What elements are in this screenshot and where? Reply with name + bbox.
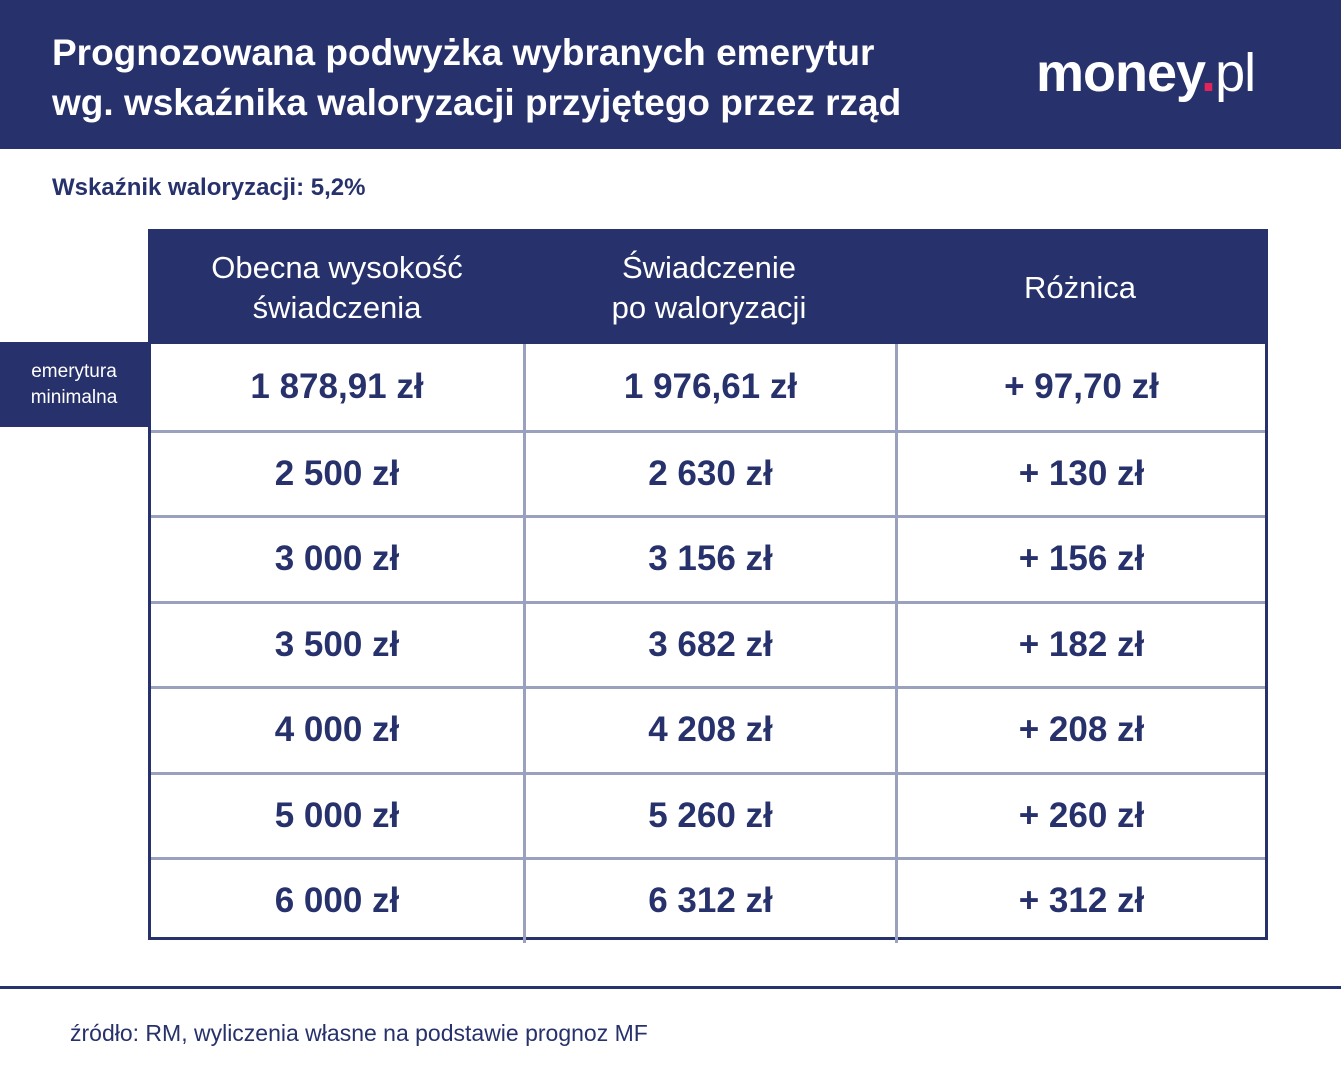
cell-current: 3 500 zł xyxy=(274,624,400,664)
source-note: źródło: RM, wyliczenia własne na podstaw… xyxy=(70,1020,648,1046)
logo-text-dot: . xyxy=(1201,43,1216,103)
minimum-pension-row-label: emerytura minimalna xyxy=(0,342,148,427)
cell-difference: + 208 zł xyxy=(895,689,1265,772)
cell-current: 6 000 zł xyxy=(274,881,400,921)
table-row: 6 000 zł 6 312 zł + 312 zł xyxy=(151,857,1265,943)
cell-current: 3 000 zł xyxy=(274,539,400,579)
logo-text-tld: pl xyxy=(1215,43,1256,103)
cell-current: 1 878,91 zł xyxy=(250,366,424,406)
table-row: 3 000 zł 3 156 zł + 156 zł xyxy=(151,515,1265,601)
column-header-difference: Różnica xyxy=(1024,270,1136,305)
table-header: Obecna wysokość świadczenia Świadczenie … xyxy=(151,232,1265,344)
column-header-current: Obecna wysokość świadczenia xyxy=(211,250,463,325)
cell-after: 4 208 zł xyxy=(523,689,895,772)
table-row: 1 878,91 zł 1 976,61 zł + 97,70 zł xyxy=(151,344,1265,430)
column-header-after-indexation: Świadczenie po waloryzacji xyxy=(611,250,807,325)
cell-after: 3 682 zł xyxy=(523,603,895,686)
logo-text-main: money xyxy=(1036,43,1202,103)
cell-after: 2 630 zł xyxy=(523,432,895,515)
cell-difference: + 156 zł xyxy=(895,518,1265,601)
cell-after: 3 156 zł xyxy=(523,518,895,601)
pension-table: Obecna wysokość świadczenia Świadczenie … xyxy=(148,229,1268,943)
table-row: 4 000 zł 4 208 zł + 208 zł xyxy=(151,686,1265,772)
cell-difference: + 260 zł xyxy=(895,774,1265,857)
footer-divider xyxy=(0,986,1341,989)
header-banner: Prognozowana podwyżka wybranych emerytur… xyxy=(0,0,1341,149)
table-row: 2 500 zł 2 630 zł + 130 zł xyxy=(151,429,1265,515)
table-row: 5 000 zł 5 260 zł + 260 zł xyxy=(151,771,1265,857)
cell-current: 5 000 zł xyxy=(274,795,400,835)
cell-current: 2 500 zł xyxy=(274,453,400,493)
money-pl-logo: money.pl xyxy=(1036,38,1256,108)
cell-after: 1 976,61 zł xyxy=(523,344,895,430)
indexation-rate-label: Wskaźnik waloryzacji: 5,2% xyxy=(52,174,366,201)
cell-difference: + 182 zł xyxy=(895,603,1265,686)
cell-difference: + 312 zł xyxy=(895,860,1265,943)
table-body: 1 878,91 zł 1 976,61 zł + 97,70 zł 2 500… xyxy=(151,344,1265,943)
page-title: Prognozowana podwyżka wybranych emerytur… xyxy=(52,32,902,123)
cell-difference: + 130 zł xyxy=(895,432,1265,515)
table-row: 3 500 zł 3 682 zł + 182 zł xyxy=(151,600,1265,686)
cell-difference: + 97,70 zł xyxy=(895,344,1265,430)
cell-after: 5 260 zł xyxy=(523,774,895,857)
cell-current: 4 000 zł xyxy=(274,710,400,750)
cell-after: 6 312 zł xyxy=(523,860,895,943)
